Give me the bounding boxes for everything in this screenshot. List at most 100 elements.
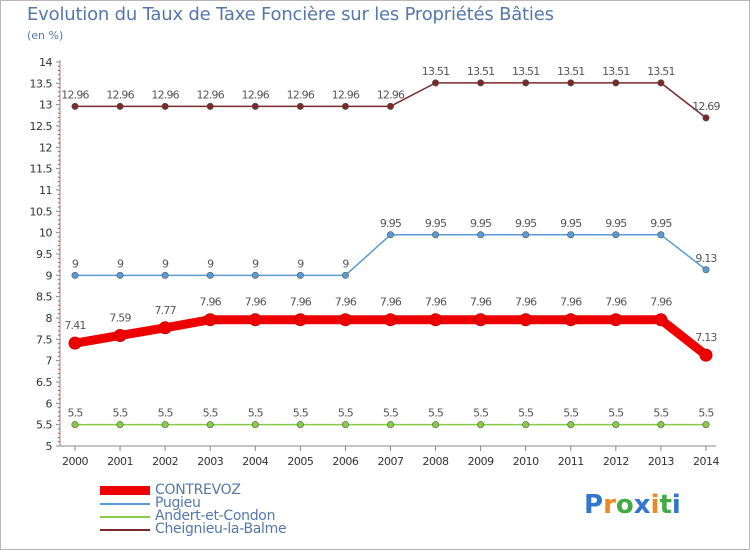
- y-tick-label: 13: [39, 99, 52, 112]
- y-tick-label: 7.5: [36, 333, 52, 346]
- data-label: 5.5: [248, 407, 264, 420]
- data-point: [158, 321, 172, 335]
- proxiti-logo: Proxiti: [584, 490, 681, 520]
- data-label: 12.96: [196, 88, 224, 101]
- y-tick-label: 8.5: [36, 291, 52, 304]
- data-label: 5.5: [293, 407, 309, 420]
- data-label: 7.13: [695, 331, 717, 344]
- data-label: 12.96: [377, 88, 405, 101]
- data-label: 5.5: [698, 407, 714, 420]
- data-label: 13.51: [647, 65, 675, 78]
- data-point: [161, 102, 169, 110]
- logo-letter: o: [615, 490, 634, 520]
- data-point: [567, 231, 575, 239]
- data-label: 12.69: [692, 100, 720, 113]
- data-point: [612, 79, 620, 87]
- data-point: [293, 313, 307, 327]
- x-tick-label: 2007: [377, 455, 403, 468]
- data-point: [386, 231, 394, 239]
- data-label: 12.96: [151, 88, 179, 101]
- x-tick-label: 2013: [648, 455, 674, 468]
- data-point: [296, 421, 304, 429]
- logo-letter: r: [603, 490, 616, 520]
- chart-series-lines: [68, 79, 713, 429]
- x-tick-label: 2003: [197, 455, 223, 468]
- data-point: [116, 271, 124, 279]
- data-point: [429, 313, 443, 327]
- data-label: 7.96: [425, 296, 447, 309]
- data-point: [702, 421, 710, 429]
- data-point: [248, 313, 262, 327]
- data-label: 7.96: [605, 296, 627, 309]
- data-label: 7.96: [335, 296, 357, 309]
- data-point: [612, 421, 620, 429]
- x-tick-label: 2006: [332, 455, 358, 468]
- data-label: 9: [297, 257, 304, 270]
- data-point: [657, 79, 665, 87]
- data-label: 7.77: [154, 304, 176, 317]
- data-point: [338, 313, 352, 327]
- data-point: [251, 421, 259, 429]
- data-point: [71, 102, 79, 110]
- data-point: [477, 421, 485, 429]
- data-point: [522, 231, 530, 239]
- data-label: 7.96: [380, 296, 402, 309]
- data-point: [699, 348, 713, 362]
- data-point: [657, 231, 665, 239]
- data-label: 9: [252, 257, 259, 270]
- data-label: 12.96: [332, 88, 360, 101]
- x-tick-label: 2002: [152, 455, 178, 468]
- data-point: [386, 102, 394, 110]
- legend-swatch: [100, 529, 150, 531]
- data-point: [567, 79, 575, 87]
- data-point: [522, 79, 530, 87]
- y-tick-label: 6: [46, 397, 53, 410]
- data-point: [477, 79, 485, 87]
- data-label: 5.5: [383, 407, 399, 420]
- chart-data-labels: 7.41 7.59 7.77 7.96 7.96 7.96 7.96 7.96 7.96 7.96…: [61, 65, 721, 420]
- data-point: [71, 421, 79, 429]
- data-point: [161, 421, 169, 429]
- data-label: 7.96: [560, 296, 582, 309]
- data-label: 5.5: [158, 407, 174, 420]
- data-label: 5.5: [67, 407, 83, 420]
- y-tick-label: 11.5: [30, 163, 53, 176]
- data-point: [657, 421, 665, 429]
- data-label: 5.5: [113, 407, 129, 420]
- legend-swatch: [100, 486, 150, 495]
- data-point: [341, 102, 349, 110]
- y-tick-label: 5.5: [36, 419, 52, 432]
- data-label: 5.5: [608, 407, 624, 420]
- data-point: [206, 271, 214, 279]
- data-label: 9.95: [470, 217, 492, 230]
- legend-swatch: [100, 503, 150, 505]
- data-label: 12.96: [287, 88, 315, 101]
- data-point: [113, 328, 127, 342]
- data-label: 13.51: [512, 65, 540, 78]
- y-tick-label: 12: [39, 141, 52, 154]
- logo-letter: i: [650, 490, 660, 520]
- data-point: [206, 102, 214, 110]
- y-tick-label: 13.5: [30, 77, 53, 90]
- data-point: [116, 421, 124, 429]
- x-tick-label: 2005: [287, 455, 313, 468]
- data-label: 9: [162, 257, 169, 270]
- data-label: 13.51: [467, 65, 495, 78]
- data-point: [609, 313, 623, 327]
- data-label: 7.96: [290, 296, 312, 309]
- data-point: [612, 231, 620, 239]
- data-label: 5.5: [203, 407, 219, 420]
- y-tick-label: 12.5: [30, 120, 53, 133]
- x-tick-label: 2011: [558, 455, 584, 468]
- legend-label: Cheignieu-la-Balme: [155, 521, 287, 537]
- data-label: 5.5: [518, 407, 534, 420]
- data-label: 7.96: [515, 296, 537, 309]
- data-point: [383, 313, 397, 327]
- data-label: 12.96: [242, 88, 270, 101]
- x-tick-label: 2000: [62, 455, 88, 468]
- data-label: 7.96: [650, 296, 672, 309]
- data-point: [71, 271, 79, 279]
- data-label: 9.95: [515, 217, 537, 230]
- data-point: [522, 421, 530, 429]
- data-point: [567, 421, 575, 429]
